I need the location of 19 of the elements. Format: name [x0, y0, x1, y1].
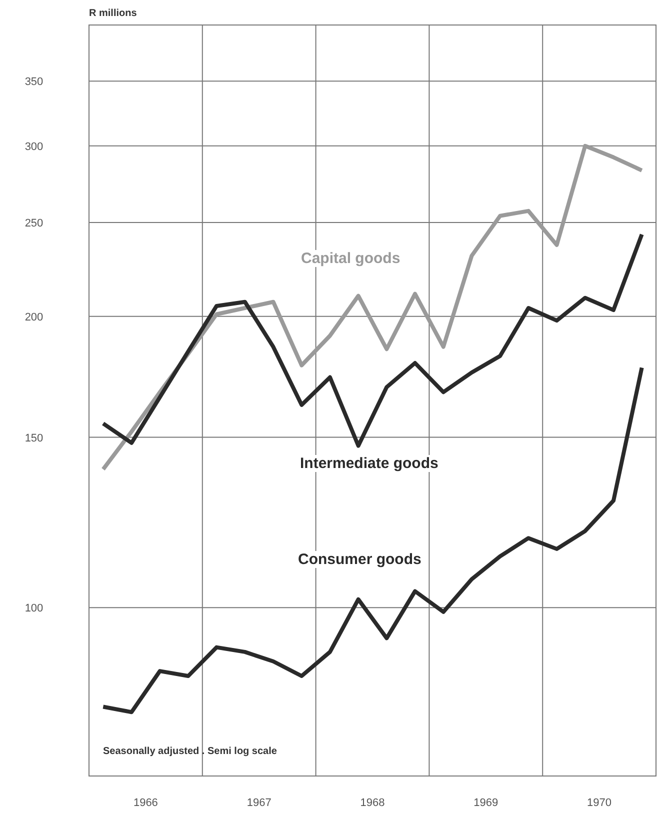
- y-axis-title: R millions: [89, 8, 137, 19]
- x-tick-label: 1967: [246, 797, 272, 809]
- y-tick-label: 100: [24, 602, 44, 615]
- line-series: [101, 366, 644, 714]
- y-tick-label: 150: [24, 432, 44, 444]
- line-series: [101, 144, 644, 472]
- annotation: Seasonally adjusted . Semi log scale: [103, 746, 277, 757]
- y-tick-label: 350: [24, 76, 44, 88]
- x-tick-label: 1966: [133, 797, 158, 809]
- line-series: [101, 232, 644, 448]
- text: Capital goods: [299, 250, 402, 267]
- series-label: Intermediate goods: [298, 455, 440, 472]
- x-tick-label: 1968: [360, 797, 385, 809]
- x-tick-label: 1969: [474, 797, 498, 809]
- y-tick-label: 300: [24, 140, 44, 153]
- y-tick-label: 250: [24, 218, 44, 230]
- y-tick-label: 200: [24, 311, 44, 324]
- series-label: Consumer goods: [296, 551, 424, 568]
- x-tick-label: 1970: [587, 797, 612, 809]
